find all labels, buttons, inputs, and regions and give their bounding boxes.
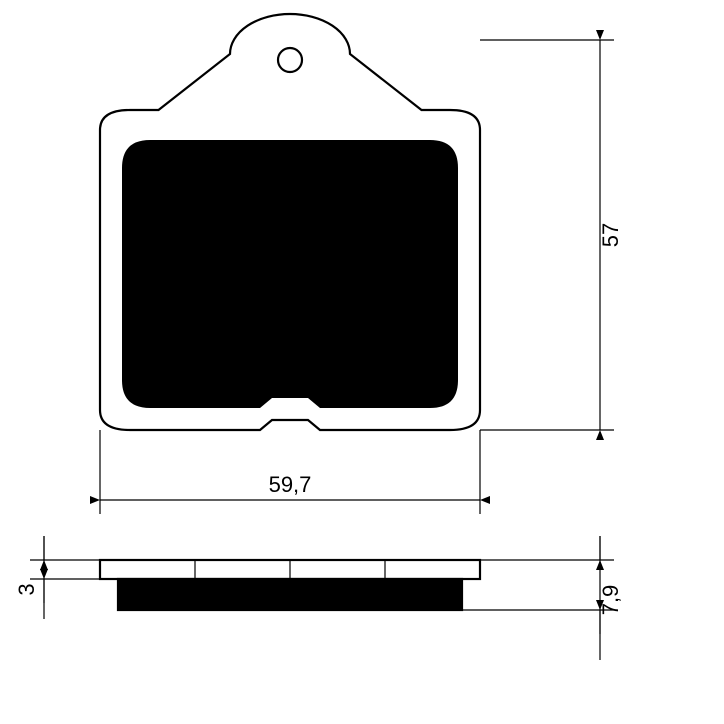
dim-backing-label: 3 xyxy=(14,583,39,595)
friction-material-side xyxy=(118,579,462,610)
dim-thickness-label: 7,9 xyxy=(598,585,623,616)
dim-width-label: 59,7 xyxy=(269,472,312,497)
mounting-hole xyxy=(278,48,302,72)
technical-drawing: 59,7 57 3 7,9 xyxy=(0,0,724,724)
dim-height-label: 57 xyxy=(598,223,623,247)
friction-material-front xyxy=(122,140,458,408)
